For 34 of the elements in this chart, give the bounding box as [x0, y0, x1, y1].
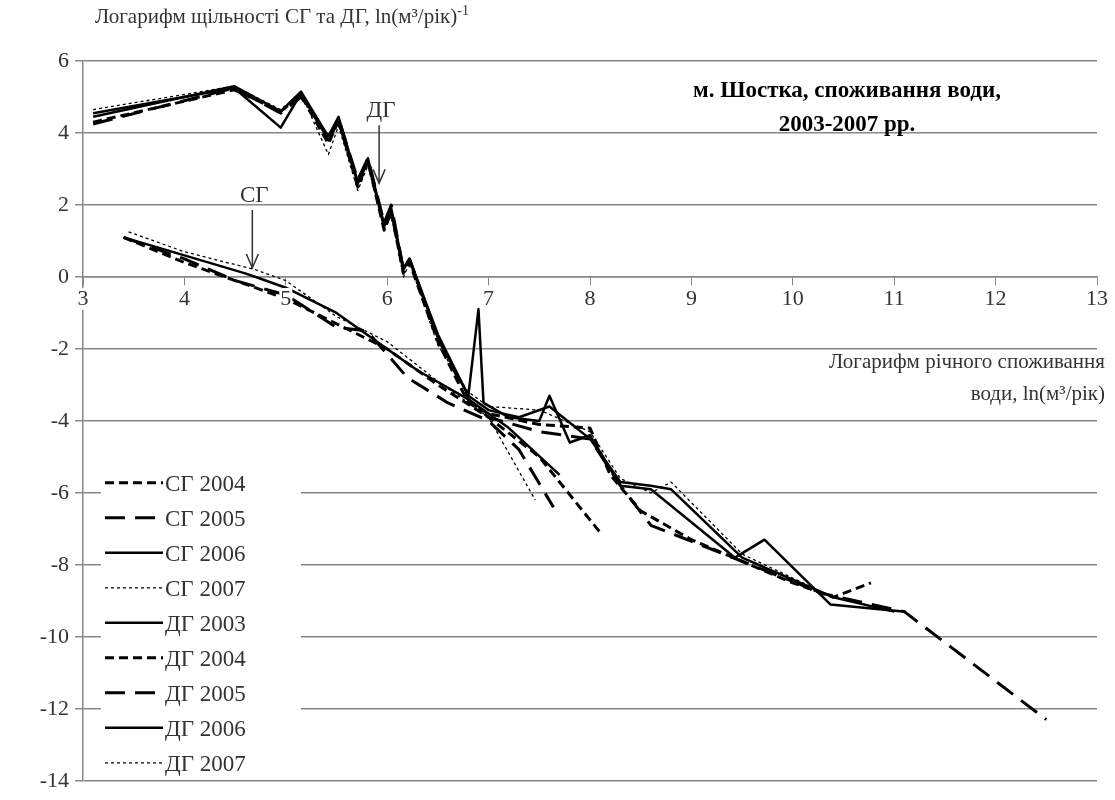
- legend-label: СГ 2007: [165, 575, 246, 601]
- y-tick-label: -8: [50, 550, 69, 576]
- y-tick-label: -2: [50, 334, 69, 360]
- x-tick-label: 3: [77, 284, 89, 310]
- x-tick-label: 9: [685, 284, 697, 310]
- legend-label: СГ 2006: [165, 540, 246, 566]
- legend-label: ДГ 2006: [165, 715, 246, 741]
- y-tick-label: -6: [50, 478, 69, 504]
- y-tick-label: -14: [39, 766, 69, 792]
- y-tick-label: -10: [39, 622, 69, 648]
- legend-label: ДГ 2007: [165, 750, 246, 776]
- x-tick-label: 11: [883, 284, 905, 310]
- legend-label: ДГ 2004: [165, 645, 247, 671]
- legend-label: СГ 2004: [165, 470, 246, 496]
- legend-label: ДГ 2003: [165, 610, 246, 636]
- annotation: СГ: [240, 181, 269, 207]
- x-tick-label: 7: [483, 284, 495, 310]
- x-tick-label: 12: [984, 284, 1007, 310]
- legend-label: СГ 2005: [165, 505, 246, 531]
- x-tick-label: 10: [781, 284, 804, 310]
- y-tick-label: 0: [58, 262, 69, 288]
- x-tick-label: 4: [178, 284, 190, 310]
- y-tick-label: -12: [39, 694, 69, 720]
- y-tick-label: 2: [58, 190, 69, 216]
- y-tick-label: 6: [58, 46, 69, 72]
- y-tick-label: 4: [58, 118, 69, 144]
- text: м. Шостка, споживання води, 2003-2007 рр.: [693, 77, 1002, 136]
- annotation: ДГ: [366, 97, 396, 123]
- x-tick-label: 6: [381, 284, 393, 310]
- x-tick-label: 8: [584, 284, 596, 310]
- x-tick-label: 13: [1086, 284, 1108, 310]
- x-axis-title: Логарифм річного споживання води, ln(м³/рік): [829, 348, 1106, 405]
- legend-label: ДГ 2005: [165, 680, 246, 706]
- y-tick-label: -4: [50, 406, 69, 432]
